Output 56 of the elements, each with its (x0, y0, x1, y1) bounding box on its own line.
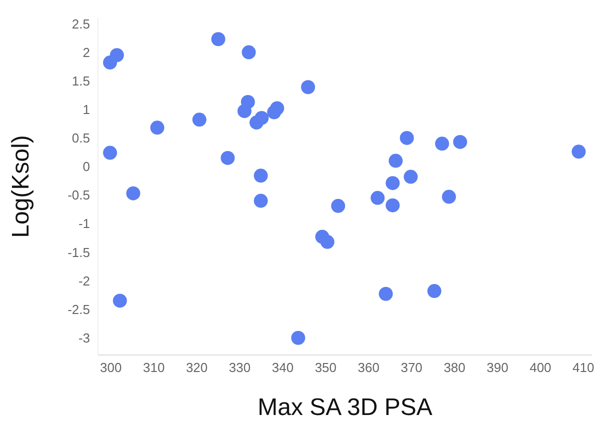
y-tick-label: 2 (82, 44, 90, 60)
x-tick-label: 380 (444, 360, 466, 376)
point (378, 286, 393, 301)
y-tick-label: -3 (78, 330, 90, 346)
point (211, 32, 226, 46)
point (291, 330, 306, 345)
point (435, 136, 450, 151)
point (388, 154, 403, 168)
point (386, 198, 400, 212)
x-tick-label: 350 (314, 360, 337, 376)
y-tick-label: -0.5 (68, 188, 90, 203)
y-tick-label: 1 (82, 102, 90, 118)
point (112, 294, 127, 308)
point (126, 186, 140, 200)
point (254, 168, 268, 183)
y-tick-label: 0 (82, 159, 90, 174)
point (331, 198, 346, 213)
y-tick-label: -2.5 (68, 302, 90, 317)
x-tick-label: 410 (572, 360, 594, 376)
point (150, 120, 164, 135)
point (427, 284, 442, 298)
y-tick-label: 1.5 (72, 73, 90, 88)
x-tick-label: 320 (186, 360, 208, 376)
x-axis-title: Max SA 3D PSA (258, 394, 432, 421)
y-tick-label: 0.5 (72, 130, 90, 146)
x-tick-label: 400 (530, 360, 552, 376)
point (254, 110, 269, 125)
point (267, 105, 282, 120)
y-tick-label: -2 (78, 273, 90, 288)
x-tick-label: 300 (100, 360, 122, 376)
point (192, 112, 206, 127)
point (103, 146, 118, 160)
point (237, 104, 252, 118)
x-tick-label: 360 (358, 360, 380, 376)
x-tick-label: 340 (272, 360, 294, 376)
point (301, 80, 316, 94)
point (572, 144, 586, 159)
x-tick-label: 330 (228, 360, 251, 376)
y-tick-label: -1.5 (68, 244, 90, 260)
y-axis-title: Log(Ksol) (8, 135, 35, 238)
point (220, 150, 235, 165)
point (442, 190, 456, 204)
x-tick-label: 390 (486, 360, 508, 376)
x-tick-label: 310 (142, 360, 165, 376)
point (400, 130, 414, 145)
x-tick-label: 370 (400, 360, 422, 376)
point (404, 170, 418, 184)
point (386, 176, 400, 190)
point (254, 194, 268, 208)
point (370, 190, 385, 205)
y-tick-label: 2.5 (72, 16, 90, 32)
point (320, 234, 334, 249)
point (110, 48, 124, 62)
y-tick-label: -1 (78, 216, 90, 232)
point (453, 134, 468, 149)
point (242, 45, 256, 60)
